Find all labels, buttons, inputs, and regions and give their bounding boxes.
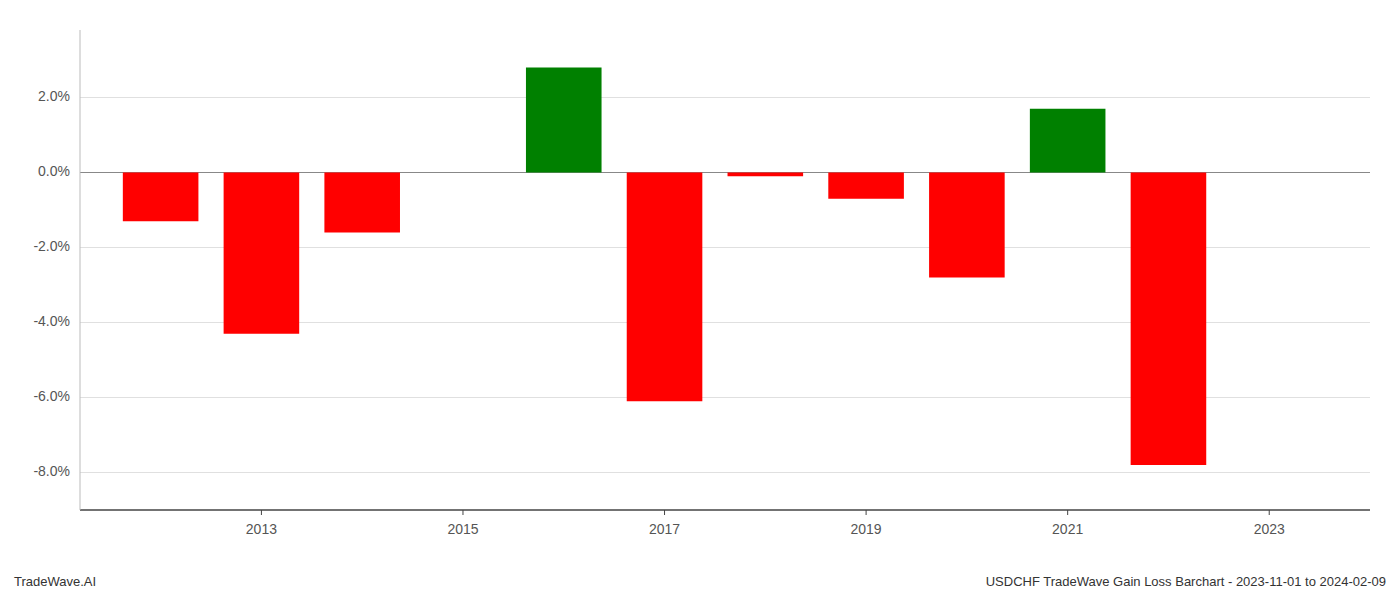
grid-line bbox=[80, 97, 1370, 98]
bar bbox=[728, 173, 804, 177]
bar bbox=[224, 173, 300, 334]
x-tick-label: 2019 bbox=[851, 521, 882, 537]
x-tick-label: 2017 bbox=[649, 521, 680, 537]
bar bbox=[929, 173, 1005, 278]
chart-svg: -8.0% -6.0% -4.0% -2.0% 0.0% 2.0% 2013 2015 2017… bbox=[0, 0, 1400, 600]
x-tick-label: 2021 bbox=[1052, 521, 1083, 537]
y-tick-label: 0.0% bbox=[38, 163, 70, 179]
y-tick-label: -6.0% bbox=[33, 388, 70, 404]
bar bbox=[1131, 173, 1207, 466]
y-tick-label: -4.0% bbox=[33, 313, 70, 329]
footnotes: TradeWave.AI USDCHF TradeWave Gain Loss B… bbox=[14, 574, 1386, 589]
bar bbox=[324, 173, 400, 233]
x-tick bbox=[866, 510, 867, 515]
y-grid bbox=[80, 98, 1370, 473]
grid-line bbox=[80, 472, 1370, 473]
bar bbox=[526, 68, 602, 173]
bar bbox=[828, 173, 904, 199]
x-tick bbox=[1269, 510, 1270, 515]
x-tick-labels: 2013 2015 2017 2019 2021 2023 bbox=[246, 510, 1285, 537]
y-tick-labels: -8.0% -6.0% -4.0% -2.0% 0.0% 2.0% bbox=[33, 88, 70, 479]
y-tick-label: -8.0% bbox=[33, 463, 70, 479]
chart-container: -8.0% -6.0% -4.0% -2.0% 0.0% 2.0% 2013 2015 2017… bbox=[0, 0, 1400, 600]
y-tick-label: -2.0% bbox=[33, 238, 70, 254]
x-tick bbox=[462, 510, 463, 515]
x-tick bbox=[1067, 510, 1068, 515]
x-axis-line bbox=[80, 509, 1370, 511]
bar bbox=[627, 173, 703, 402]
bar bbox=[1030, 109, 1106, 173]
x-tick-label: 2013 bbox=[246, 521, 277, 537]
footnote: USDCHF TradeWave Gain Loss Barchart - 20… bbox=[986, 574, 1386, 589]
y-axis-line bbox=[80, 30, 81, 510]
footnote: TradeWave.AI bbox=[14, 574, 96, 589]
bar bbox=[123, 173, 199, 222]
x-tick bbox=[664, 510, 665, 515]
bars bbox=[123, 68, 1206, 466]
x-tick-label: 2023 bbox=[1254, 521, 1285, 537]
x-tick bbox=[261, 510, 262, 515]
axes bbox=[80, 30, 1370, 510]
y-tick-label: 2.0% bbox=[38, 88, 70, 104]
x-tick-label: 2015 bbox=[447, 521, 478, 537]
